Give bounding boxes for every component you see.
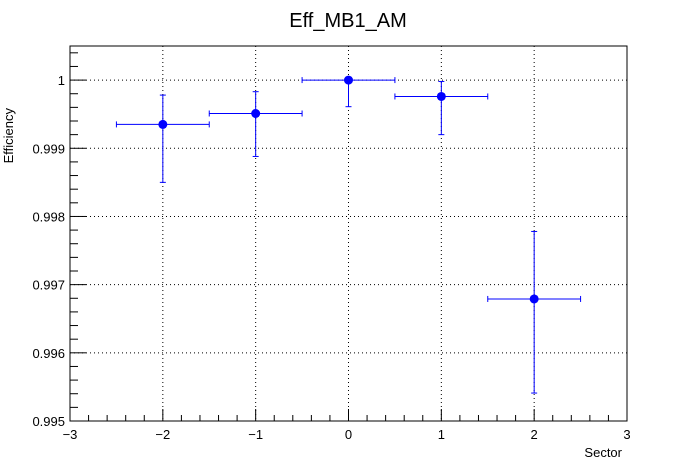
chart-title: Eff_MB1_AM	[289, 10, 406, 32]
y-tick-labels: 0.995 0.996 0.997 0.998 0.999 1	[32, 73, 65, 429]
y-axis-label: Efficiency	[1, 108, 16, 164]
y-tick-label: 0.999	[32, 141, 65, 156]
data-point	[394, 80, 489, 136]
y-tick-label: 0.997	[32, 278, 65, 293]
point-marker	[436, 91, 446, 101]
point-marker	[344, 75, 353, 85]
point-marker	[529, 294, 539, 304]
x-axis-label: Sector	[584, 445, 622, 460]
data-point	[115, 94, 210, 183]
y-tick-label: 0.998	[32, 209, 65, 224]
x-tick-label: 1	[438, 427, 445, 442]
y-tick-label: 1	[58, 73, 65, 88]
y-tick-label: 0.995	[32, 414, 65, 429]
x-tick-label: 0	[345, 427, 352, 442]
x-tick-labels: −3 −2 −1 0 1 2 3	[63, 427, 631, 442]
x-tick-label: −2	[155, 427, 170, 442]
x-tick-label: −1	[248, 427, 263, 442]
data-point	[487, 230, 582, 394]
y-tick-label: 0.996	[32, 346, 65, 361]
point-marker	[158, 119, 168, 129]
data-point	[301, 75, 396, 108]
x-tick-label: 3	[623, 427, 630, 442]
x-tick-label: −3	[63, 427, 78, 442]
axis-ticks	[69, 52, 628, 422]
point-marker	[251, 109, 261, 118]
data-points	[115, 75, 582, 394]
data-point	[208, 91, 303, 157]
x-tick-label: 2	[531, 427, 538, 442]
